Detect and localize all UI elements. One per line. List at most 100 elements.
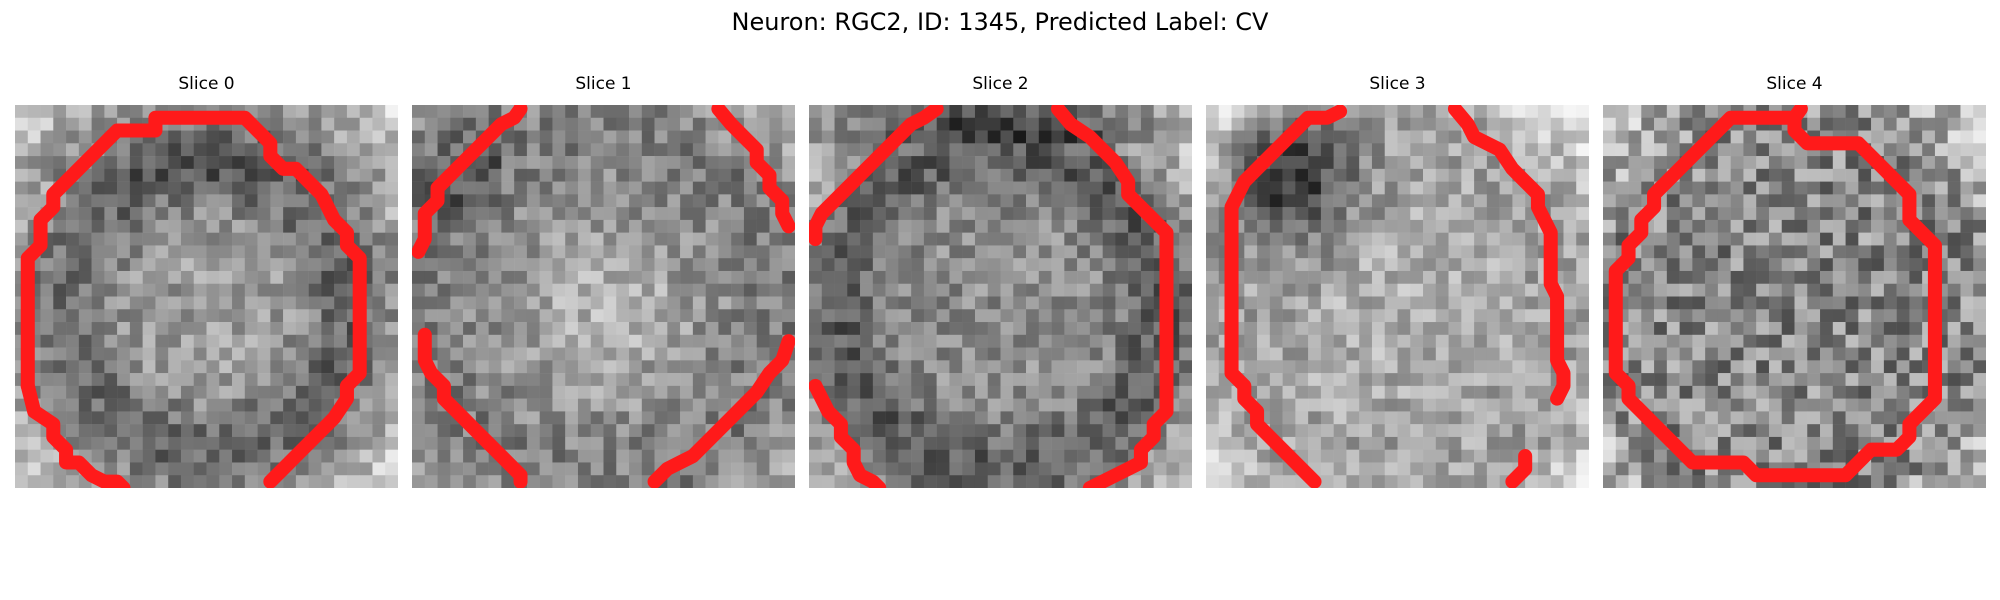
pixel bbox=[616, 436, 630, 450]
pixel bbox=[142, 334, 156, 348]
pixel bbox=[372, 296, 386, 310]
pixel bbox=[629, 424, 643, 438]
pixel bbox=[53, 258, 67, 272]
pixel bbox=[437, 360, 451, 374]
pixel bbox=[641, 130, 655, 144]
pixel bbox=[475, 411, 489, 425]
pixel bbox=[1628, 449, 1642, 463]
pixel bbox=[526, 143, 540, 157]
pixel bbox=[321, 143, 335, 157]
pixel bbox=[244, 232, 258, 246]
pixel bbox=[1960, 207, 1974, 221]
pixel bbox=[1371, 156, 1385, 170]
pixel bbox=[219, 283, 233, 297]
pixel bbox=[974, 449, 988, 463]
pixel bbox=[974, 207, 988, 221]
pixel bbox=[809, 105, 823, 119]
pixel bbox=[1525, 283, 1539, 297]
pixel bbox=[616, 245, 630, 259]
pixel bbox=[168, 245, 182, 259]
pixel bbox=[1666, 258, 1680, 272]
slice-title-0: Slice 0 bbox=[178, 74, 235, 94]
pixel bbox=[1077, 385, 1091, 399]
pixel bbox=[667, 105, 681, 119]
pixel bbox=[565, 232, 579, 246]
pixel bbox=[180, 334, 194, 348]
pixel bbox=[1346, 270, 1360, 284]
pixel bbox=[1743, 385, 1757, 399]
pixel bbox=[1244, 117, 1258, 131]
pixel bbox=[488, 105, 502, 119]
pixel bbox=[834, 258, 848, 272]
pixel bbox=[552, 156, 566, 170]
pixel bbox=[1179, 411, 1192, 425]
pixel bbox=[346, 156, 360, 170]
pixel bbox=[219, 219, 233, 233]
pixel bbox=[1051, 449, 1065, 463]
pixel bbox=[1820, 270, 1834, 284]
pixel bbox=[1628, 347, 1642, 361]
pixel bbox=[1845, 258, 1859, 272]
pixel bbox=[1845, 360, 1859, 374]
pixel bbox=[743, 270, 757, 284]
pixel bbox=[129, 232, 143, 246]
pixel bbox=[1871, 334, 1885, 348]
pixel bbox=[565, 411, 579, 425]
pixel bbox=[1102, 424, 1116, 438]
pixel bbox=[1525, 373, 1539, 387]
pixel bbox=[1244, 130, 1258, 144]
pixel bbox=[860, 258, 874, 272]
pixel bbox=[1641, 296, 1655, 310]
pixel bbox=[1794, 296, 1808, 310]
pixel bbox=[359, 168, 373, 182]
pixel bbox=[898, 207, 912, 221]
pixel bbox=[1371, 245, 1385, 259]
pixel bbox=[1308, 181, 1322, 195]
pixel bbox=[219, 181, 233, 195]
pixel bbox=[1397, 449, 1411, 463]
pixel bbox=[769, 245, 783, 259]
pixel bbox=[1896, 245, 1910, 259]
pixel bbox=[385, 398, 398, 412]
pixel bbox=[1038, 360, 1052, 374]
pixel bbox=[743, 105, 757, 119]
pixel bbox=[1115, 219, 1129, 233]
pixel bbox=[1717, 245, 1731, 259]
pixel bbox=[1820, 360, 1834, 374]
pixel bbox=[923, 156, 937, 170]
pixel bbox=[424, 168, 438, 182]
pixel bbox=[782, 436, 795, 450]
pixel bbox=[475, 207, 489, 221]
pixel bbox=[667, 309, 681, 323]
pixel bbox=[667, 117, 681, 131]
pixel bbox=[680, 475, 694, 488]
pixel bbox=[104, 232, 118, 246]
pixel bbox=[1603, 436, 1617, 450]
pixel bbox=[526, 283, 540, 297]
pixel bbox=[1038, 117, 1052, 131]
pixel bbox=[142, 436, 156, 450]
pixel bbox=[705, 232, 719, 246]
pixel bbox=[1781, 156, 1795, 170]
pixel bbox=[437, 207, 451, 221]
pixel bbox=[1845, 117, 1859, 131]
pixel bbox=[372, 411, 386, 425]
pixel bbox=[1115, 130, 1129, 144]
pixel bbox=[1333, 194, 1347, 208]
pixel bbox=[91, 117, 105, 131]
pixel bbox=[1371, 436, 1385, 450]
pixel bbox=[936, 347, 950, 361]
pixel bbox=[1781, 258, 1795, 272]
pixel bbox=[463, 270, 477, 284]
pixel bbox=[705, 334, 719, 348]
pixel bbox=[1615, 475, 1629, 488]
pixel bbox=[949, 117, 963, 131]
pixel bbox=[1461, 245, 1475, 259]
pixel bbox=[1768, 194, 1782, 208]
pixel bbox=[1206, 105, 1220, 119]
pixel bbox=[1512, 334, 1526, 348]
pixel bbox=[1743, 398, 1757, 412]
pixel bbox=[718, 270, 732, 284]
pixel bbox=[603, 283, 617, 297]
pixel bbox=[1947, 156, 1961, 170]
